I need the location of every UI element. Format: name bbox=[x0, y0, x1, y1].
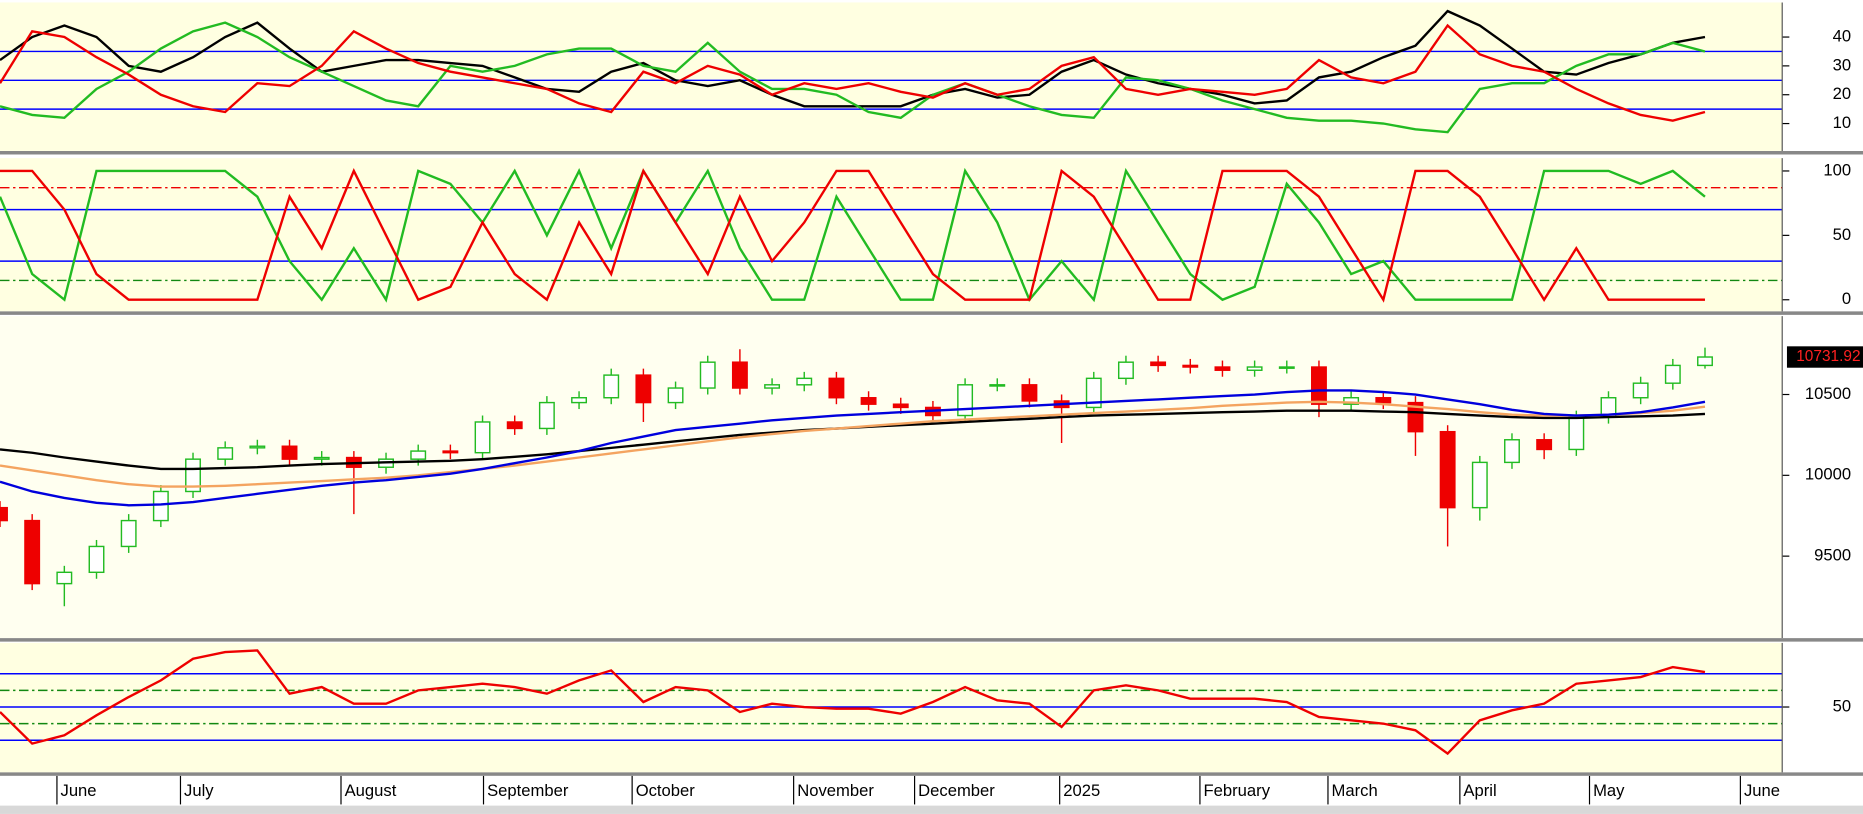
candle-body bbox=[1632, 382, 1649, 399]
candle-body bbox=[1021, 384, 1038, 402]
candle-body bbox=[796, 377, 813, 386]
candle-body bbox=[1664, 364, 1681, 384]
candle-body bbox=[506, 421, 523, 430]
line-series bbox=[0, 649, 1706, 756]
candle-body bbox=[120, 519, 137, 548]
x-tick-label: September bbox=[487, 781, 569, 800]
candle-body bbox=[989, 384, 1006, 387]
candle-body bbox=[281, 445, 298, 460]
panel-background bbox=[0, 2, 1783, 151]
candle-body bbox=[667, 387, 684, 404]
candle-body bbox=[0, 506, 8, 522]
x-tick-label: June bbox=[61, 781, 97, 800]
y-tick-label: 10500 bbox=[1805, 384, 1851, 403]
candle-body bbox=[1504, 439, 1520, 464]
x-tick-label: June bbox=[1744, 781, 1780, 800]
x-tick-label: March bbox=[1332, 781, 1378, 800]
candle-body bbox=[699, 361, 716, 389]
y-tick-label: 20 bbox=[1833, 84, 1852, 103]
candle-body bbox=[603, 374, 620, 399]
panel-background bbox=[0, 316, 1783, 639]
y-tick-label: 30 bbox=[1833, 55, 1852, 74]
axis-strip bbox=[1782, 158, 1863, 312]
x-tick-label: December bbox=[918, 781, 995, 800]
candle-body bbox=[1246, 366, 1263, 371]
candle-body bbox=[635, 374, 652, 404]
candle-body bbox=[152, 490, 169, 522]
candle-body bbox=[217, 447, 234, 460]
y-tick-label: 9500 bbox=[1814, 546, 1851, 565]
x-tick-label: October bbox=[636, 781, 696, 800]
candle-body bbox=[1311, 366, 1327, 405]
status-bar bbox=[0, 805, 1863, 814]
candle-body bbox=[1214, 366, 1231, 371]
candle-body bbox=[474, 421, 491, 454]
candle-body bbox=[24, 519, 41, 585]
candle-body bbox=[764, 384, 781, 389]
candle-body bbox=[892, 403, 909, 409]
line-series bbox=[0, 21, 1706, 134]
x-tick-label: November bbox=[797, 781, 874, 800]
line-series bbox=[0, 168, 1705, 303]
candle-body bbox=[442, 450, 459, 454]
candle-body bbox=[1697, 356, 1713, 367]
candle-body bbox=[1439, 430, 1456, 509]
axis-strip bbox=[1782, 2, 1863, 151]
candle-body bbox=[185, 458, 201, 493]
candle-body bbox=[1182, 364, 1199, 368]
last-price-label: 10731.92 bbox=[1796, 348, 1860, 365]
y-tick-label: 50 bbox=[1833, 225, 1852, 244]
candle-body bbox=[1085, 377, 1102, 409]
candle-body bbox=[1278, 366, 1295, 369]
candle-body bbox=[731, 361, 748, 389]
candle-body bbox=[249, 445, 266, 449]
candle-body bbox=[1375, 397, 1392, 404]
axis-strip bbox=[1782, 316, 1863, 639]
y-tick-label: 10 bbox=[1833, 113, 1852, 132]
x-tick-label: May bbox=[1593, 781, 1625, 800]
x-axis-strip bbox=[0, 775, 1863, 805]
x-tick-label: 2025 bbox=[1063, 781, 1100, 800]
x-tick-label: April bbox=[1463, 781, 1496, 800]
y-tick-label: 100 bbox=[1823, 160, 1851, 179]
line-series bbox=[0, 389, 1706, 507]
x-tick-label: July bbox=[184, 781, 214, 800]
candle-body bbox=[410, 450, 427, 460]
candle-body bbox=[828, 377, 845, 399]
x-tick-label: August bbox=[345, 781, 397, 800]
y-tick-label: 40 bbox=[1833, 26, 1852, 45]
line-series bbox=[0, 23, 1706, 122]
candle-body bbox=[1343, 397, 1360, 405]
candle-body bbox=[571, 397, 588, 404]
axis-strip bbox=[1782, 642, 1863, 773]
last-price-box bbox=[1786, 346, 1863, 368]
candle-body bbox=[1471, 461, 1488, 509]
line-series bbox=[0, 400, 1706, 488]
candle-body bbox=[1150, 361, 1167, 367]
candle-body bbox=[313, 456, 330, 460]
y-tick-label: 0 bbox=[1842, 289, 1851, 308]
candle-body bbox=[957, 384, 974, 417]
candle-body bbox=[1117, 361, 1134, 380]
candle-body bbox=[88, 545, 105, 574]
candle-body bbox=[1407, 401, 1424, 433]
candle-body bbox=[1568, 416, 1585, 451]
candle-body bbox=[860, 397, 877, 405]
candle-body bbox=[56, 571, 73, 585]
candle-body bbox=[538, 401, 555, 430]
line-series bbox=[0, 167, 1706, 303]
candle-body bbox=[1536, 439, 1553, 451]
y-tick-label: 50 bbox=[1833, 696, 1852, 715]
x-tick-label: February bbox=[1203, 781, 1270, 800]
y-tick-label: 10000 bbox=[1805, 465, 1851, 484]
line-series bbox=[0, 9, 1706, 108]
